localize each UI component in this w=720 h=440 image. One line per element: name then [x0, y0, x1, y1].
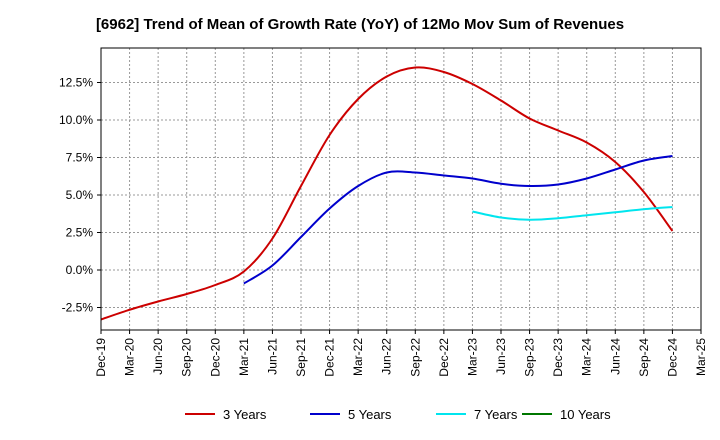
x-tick-label: Sep-24 — [637, 338, 651, 377]
x-tick-label: Mar-25 — [694, 338, 708, 376]
y-tick-label: 2.5% — [66, 226, 94, 240]
x-tick-label: Dec-23 — [551, 338, 565, 377]
y-tick-label: 10.0% — [59, 113, 93, 127]
legend-label-7-years: 7 Years — [474, 407, 518, 422]
grid — [100, 48, 702, 330]
x-tick-label: Dec-24 — [665, 338, 679, 377]
legend-label-10-years: 10 Years — [560, 407, 611, 422]
x-tick-label: Sep-22 — [408, 338, 422, 377]
x-tick-label: Mar-23 — [465, 338, 479, 376]
x-tick-label: Mar-20 — [123, 338, 137, 376]
x-tick-label: Dec-22 — [437, 338, 451, 377]
x-axis: Dec-19 Mar-20 Jun-20 Sep-20 Dec-20 Mar-21 Jun-… — [94, 330, 708, 377]
x-tick-label: Sep-23 — [523, 338, 537, 377]
series-line-3-years — [100, 66, 674, 321]
series-line-7-years — [472, 206, 673, 221]
y-tick-label: 12.5% — [59, 76, 93, 90]
x-tick-label: Mar-24 — [580, 338, 594, 376]
x-tick-label: Jun-24 — [608, 338, 622, 375]
chart-title: [6962] Trend of Mean of Growth Rate (YoY… — [96, 16, 624, 33]
x-tick-label: Jun-23 — [494, 338, 508, 375]
legend: 3 Years 5 Years 7 Years 10 Years — [185, 407, 611, 422]
x-tick-label: Jun-20 — [151, 338, 165, 375]
y-tick-label: 0.0% — [66, 263, 94, 277]
y-tick-label: 7.5% — [66, 151, 94, 165]
legend-label-5-years: 5 Years — [348, 407, 392, 422]
x-tick-label: Dec-21 — [323, 338, 337, 377]
series-line-5-years — [243, 155, 673, 285]
x-tick-label: Sep-20 — [180, 338, 194, 377]
x-tick-label: Dec-20 — [208, 338, 222, 377]
x-tick-label: Mar-22 — [351, 338, 365, 376]
x-tick-label: Jun-22 — [380, 338, 394, 375]
y-tick-label: -2.5% — [62, 301, 94, 315]
x-tick-label: Sep-21 — [294, 338, 308, 377]
y-axis: -2.5% 0.0% 2.5% 5.0% 7.5% 10.0% 12.5% — [59, 76, 101, 315]
x-tick-label: Dec-19 — [94, 338, 108, 377]
series-lines — [100, 66, 674, 321]
plot-frame — [100, 47, 702, 331]
x-tick-label: Jun-21 — [265, 338, 279, 375]
y-tick-label: 5.0% — [66, 188, 94, 202]
x-tick-label: Mar-21 — [237, 338, 251, 376]
legend-label-3-years: 3 Years — [223, 407, 267, 422]
